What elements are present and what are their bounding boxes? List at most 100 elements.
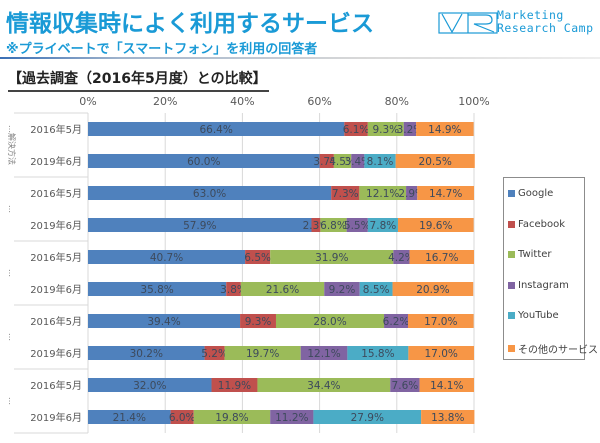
x-tick-label: 60% [307,95,331,108]
bar-segment- [392,282,474,296]
bar-segment-google [88,346,205,360]
data-label: 57.9% [183,220,216,232]
x-tick-label: 40% [230,95,254,108]
bar-segment-instagram [393,250,410,264]
data-label: 6.0% [169,412,196,424]
bar-segment-youtube [359,282,393,296]
bar-segment-google [88,186,332,200]
bar-segment-facebook [245,250,271,264]
data-label: 16.7% [425,252,458,264]
legend-label: Instagram [518,279,569,291]
data-label: 9.2% [329,284,356,296]
bar-segment-google [88,122,345,136]
bar-segment- [416,122,474,136]
bar-segment-facebook [170,410,194,424]
data-label: 9.3% [372,124,399,136]
data-label: 7.6% [392,380,419,392]
legend-swatch [508,251,515,258]
data-label: 11.2% [275,412,308,424]
brand-line-1: Marketing [497,8,564,22]
bar-segment-instagram [270,410,314,424]
legend-swatch [508,220,515,228]
data-label: 39.4% [147,316,180,328]
data-label: 19.7% [246,348,279,360]
bar-segment-instagram [384,314,408,328]
bar-segment-google [88,250,246,264]
bar-segment- [417,186,474,200]
data-label: 3.8% [220,284,247,296]
data-label: 6.5% [244,252,271,264]
category-label: 2016年5月 [30,123,82,136]
bar-segment-facebook [344,122,368,136]
x-tick-label: 80% [385,95,409,108]
data-label: 40.7% [150,252,183,264]
bar-segment-twitter [359,186,407,200]
data-label: 63.0% [193,188,226,200]
legend-item: Twitter [508,249,552,260]
data-label: 17.0% [424,316,457,328]
section-heading: 【過去調査（2016年5月度）との比較】 [8,68,269,92]
data-label: 19.8% [215,412,248,424]
category-label: 2019年6月 [30,411,82,424]
data-label: 6.8% [320,220,347,232]
bar-segment- [409,250,474,264]
legend-item: その他のサービス [508,341,598,356]
data-label: 21.6% [266,284,299,296]
mrc-logo-icon [438,12,498,34]
category-label: 2016年5月 [30,251,82,264]
data-label: 14.9% [428,124,461,136]
group-label: … [7,333,16,341]
bar-segment-twitter [257,378,391,392]
bar-segment-twitter [275,314,385,328]
bar-segment-twitter [240,282,325,296]
brand-line-2: Research Camp [497,21,594,35]
bar-segment-google [88,218,312,232]
bar-segment-google [88,410,171,424]
bar-segment-twitter [367,122,404,136]
legend-item: YouTube [508,310,559,321]
bar-segment-instagram [351,154,365,168]
bar-segment- [407,314,474,328]
bar-segment-instagram [406,186,418,200]
data-label: 27.9% [351,412,384,424]
data-label: 4.2% [388,252,415,264]
bar-segment-twitter [270,250,394,264]
data-label: 28.0% [313,316,346,328]
data-label: 7.3% [332,188,359,200]
legend-label: Twitter [518,249,552,260]
bar-segment-google [88,282,227,296]
data-label: 12.1% [307,348,340,360]
bar-segment-youtube [313,410,422,424]
category-label: 2016年5月 [30,379,82,392]
data-label: 21.4% [113,412,146,424]
data-label: 34.4% [307,380,340,392]
bar-segment-instagram [390,378,420,392]
x-tick-label: 0% [79,95,96,108]
x-tick-label: 100% [458,95,489,108]
data-label: 31.9% [315,252,348,264]
data-label: 32.0% [133,380,166,392]
data-label: 15.8% [361,348,394,360]
header-divider [0,57,600,59]
data-label: 60.0% [187,156,220,168]
data-label: 12.1% [366,188,399,200]
data-label: 13.8% [431,412,464,424]
data-label: 6.1% [343,124,370,136]
category-label: 2019年6月 [30,347,82,360]
legend-label: YouTube [518,310,559,321]
x-tick-label: 20% [153,95,177,108]
bar-segment-google [88,314,241,328]
legend-item: Google [508,188,553,199]
data-label: 30.2% [130,348,163,360]
bar-segment-google [88,154,320,168]
bar-segment- [395,154,475,168]
bar-segment- [421,410,475,424]
data-label: 8.5% [363,284,390,296]
data-label: 5.5% [344,220,371,232]
group-label: … [7,269,16,277]
bar-segment-facebook [226,282,241,296]
bar-segment-facebook [319,154,334,168]
legend-label: その他のサービス [518,344,598,356]
category-label: 2019年6月 [30,219,82,232]
legend-label: Google [518,188,554,199]
